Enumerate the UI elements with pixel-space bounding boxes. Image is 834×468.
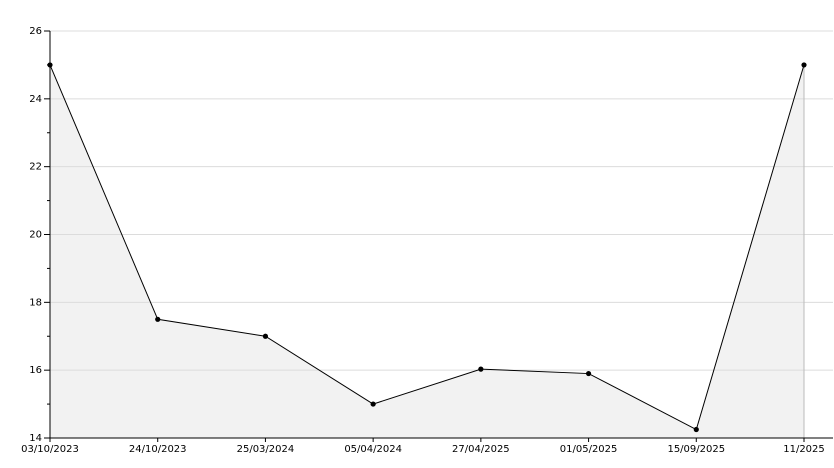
point [478, 366, 484, 372]
x-tick-label: 11/2025 [783, 444, 825, 455]
x-tick-label: 03/10/2023 [21, 444, 79, 455]
point [155, 316, 161, 322]
y-tick-label: 20 [29, 230, 42, 241]
y-tick-label: 14 [29, 433, 42, 444]
point [262, 333, 269, 339]
point [693, 426, 699, 433]
x-tick-label: 24/10/2023 [129, 444, 187, 455]
point [370, 401, 376, 407]
point [47, 62, 53, 68]
x-tick-label: 25/03/2024 [237, 444, 295, 455]
x-tick-label: 15/09/2025 [667, 444, 725, 455]
y-tick-label: 18 [29, 297, 42, 308]
point [585, 370, 592, 377]
area [50, 64, 804, 439]
y-tick-label: 22 [29, 162, 42, 173]
x-tick-label: 01/05/2025 [560, 444, 618, 455]
y-tick-label: 24 [29, 94, 42, 105]
point [801, 62, 807, 68]
x-tick-label: 27/04/2025 [452, 444, 510, 455]
x-tick-label: 05/04/2024 [344, 444, 402, 455]
line [49, 64, 805, 431]
y-tick-label: 26 [29, 26, 42, 37]
y-tick-label: 16 [29, 365, 42, 376]
